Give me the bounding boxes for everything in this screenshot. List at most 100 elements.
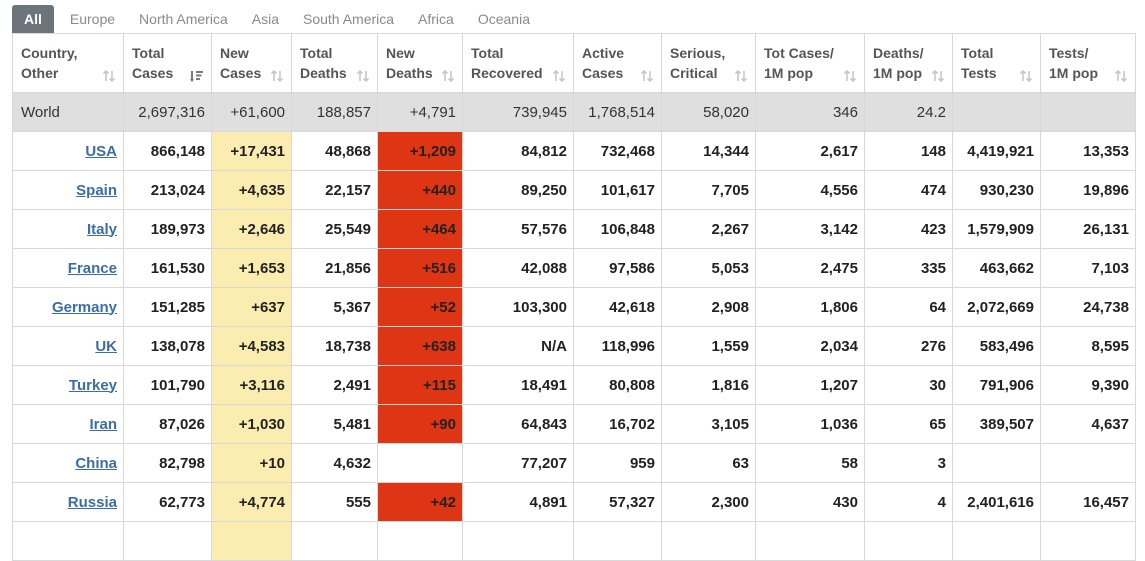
column-header-total-tests[interactable]: Total Tests xyxy=(952,33,1041,93)
column-header-serious-critical[interactable]: Serious, Critical xyxy=(661,33,756,93)
tests-per-million-cell: 24,738 xyxy=(1040,287,1136,327)
tab-north-america[interactable]: North America xyxy=(139,11,228,27)
country-link[interactable]: Turkey xyxy=(68,376,117,394)
sort-both-icon[interactable] xyxy=(102,68,116,83)
deaths-per-million-cell xyxy=(864,521,953,561)
new-cases-cell xyxy=(211,521,292,561)
total-cases-cell: 213,024 xyxy=(123,170,212,210)
country-link[interactable]: Germany xyxy=(51,298,117,316)
active-cases-cell: 16,702 xyxy=(573,404,662,444)
tests-per-million-cell: 16,457 xyxy=(1040,482,1136,522)
tab-south-america[interactable]: South America xyxy=(302,11,395,27)
new-deaths-cell: +90 xyxy=(377,404,463,444)
column-header-tests-1m-pop[interactable]: Tests/1M pop xyxy=(1040,33,1136,93)
cases-per-million-cell: 1,207 xyxy=(755,365,865,405)
column-header-total-recovered[interactable]: Total Recovered xyxy=(462,33,574,93)
column-header-new-cases[interactable]: New Cases xyxy=(211,33,292,93)
serious-critical-cell: 7,705 xyxy=(661,170,756,210)
new-cases-cell: +4,635 xyxy=(211,170,292,210)
tab-asia[interactable]: Asia xyxy=(251,11,279,27)
tab-africa[interactable]: Africa xyxy=(418,11,454,27)
header-line-1: Total xyxy=(961,45,994,61)
tab-europe[interactable]: Europe xyxy=(69,11,116,27)
sort-both-icon[interactable] xyxy=(843,68,857,83)
country-link[interactable]: Iran xyxy=(89,415,117,433)
sort-both-icon[interactable] xyxy=(552,68,566,83)
table-row: France 161,530 +1,653 21,856 +516 42,088 97,58… xyxy=(12,248,1136,288)
total-tests-cell: 463,662 xyxy=(952,248,1041,288)
country-cell: Italy xyxy=(12,209,124,249)
new-cases-cell: +10 xyxy=(211,443,292,483)
country-cell: UK xyxy=(12,326,124,366)
column-header-active-cases[interactable]: Active Cases xyxy=(573,33,662,93)
cases-per-million-cell: 2,617 xyxy=(755,131,865,171)
sort-both-icon[interactable] xyxy=(270,68,284,83)
column-header-country-other[interactable]: Country, Other xyxy=(12,33,124,93)
cases-per-million-cell: 430 xyxy=(755,482,865,522)
table-row xyxy=(12,521,1136,561)
total-tests-cell: 4,419,921 xyxy=(952,131,1041,171)
tab-all[interactable]: All xyxy=(12,5,54,33)
header-line-2: Critical xyxy=(670,65,718,81)
column-header-label: Total Tests xyxy=(961,43,1034,83)
column-header-tot-cases-1m-pop[interactable]: Tot Cases/1M pop xyxy=(755,33,865,93)
column-header-total-cases[interactable]: Total Cases xyxy=(123,33,212,93)
active-cases-cell: 97,586 xyxy=(573,248,662,288)
sort-both-icon[interactable] xyxy=(1019,68,1033,83)
column-header-new-deaths[interactable]: New Deaths xyxy=(377,33,463,93)
table-row: Iran 87,026 +1,030 5,481 +90 64,843 16,702 3,10… xyxy=(12,404,1136,444)
tab-oceania[interactable]: Oceania xyxy=(477,11,530,27)
total-deaths-cell: 5,367 xyxy=(291,287,378,327)
sort-both-icon[interactable] xyxy=(356,68,370,83)
country-link[interactable]: Spain xyxy=(76,181,117,199)
header-line-2: Deaths xyxy=(300,65,347,81)
total-tests-cell: 389,507 xyxy=(952,404,1041,444)
country-cell: Germany xyxy=(12,287,124,327)
total-recovered-cell: N/A xyxy=(462,326,574,366)
country-cell: Russia xyxy=(12,482,124,522)
column-header-label: Total Deaths xyxy=(300,43,371,83)
serious-critical-cell: 1,816 xyxy=(661,365,756,405)
sort-both-icon[interactable] xyxy=(1114,68,1128,83)
country-link[interactable]: Russia xyxy=(67,493,117,511)
serious-critical-cell: 14,344 xyxy=(661,131,756,171)
total-cases-cell: 2,697,316 xyxy=(123,92,212,132)
total-deaths-cell: 25,549 xyxy=(291,209,378,249)
table-header-row: Country, Other Total Cases New Cases Total Deat… xyxy=(12,33,1136,93)
header-line-1: New xyxy=(220,45,249,61)
table-row: Turkey 101,790 +3,116 2,491 +115 18,491 80,808… xyxy=(12,365,1136,405)
header-line-1: Active xyxy=(582,45,625,61)
country-link[interactable]: France xyxy=(67,259,117,277)
sort-both-icon[interactable] xyxy=(734,68,748,83)
active-cases-cell: 42,618 xyxy=(573,287,662,327)
active-cases-cell: 959 xyxy=(573,443,662,483)
sort-both-icon[interactable] xyxy=(931,68,945,83)
total-tests-cell xyxy=(952,521,1041,561)
country-link[interactable]: USA xyxy=(85,142,117,160)
active-cases-cell: 118,996 xyxy=(573,326,662,366)
column-header-deaths-1m-pop[interactable]: Deaths/1M pop xyxy=(864,33,953,93)
total-cases-cell: 62,773 xyxy=(123,482,212,522)
sort-descending-icon[interactable] xyxy=(190,68,204,82)
active-cases-cell: 1,768,514 xyxy=(573,92,662,132)
country-link[interactable]: UK xyxy=(95,337,117,355)
deaths-per-million-cell: 24.2 xyxy=(864,92,953,132)
column-header-label: Serious, Critical xyxy=(670,43,749,83)
country-link[interactable]: China xyxy=(75,454,117,472)
cases-per-million-cell: 346 xyxy=(755,92,865,132)
column-header-label: New Deaths xyxy=(386,43,456,83)
sort-both-icon[interactable] xyxy=(441,68,455,83)
table-row: UK 138,078 +4,583 18,738 +638 N/A 118,996 1,559… xyxy=(12,326,1136,366)
sort-both-icon[interactable] xyxy=(640,68,654,83)
country-link[interactable]: Italy xyxy=(86,220,117,238)
country-cell xyxy=(12,521,124,561)
tests-per-million-cell: 9,390 xyxy=(1040,365,1136,405)
tests-per-million-cell: 26,131 xyxy=(1040,209,1136,249)
serious-critical-cell xyxy=(661,521,756,561)
total-recovered-cell: 42,088 xyxy=(462,248,574,288)
serious-critical-cell: 63 xyxy=(661,443,756,483)
new-cases-cell: +17,431 xyxy=(211,131,292,171)
new-cases-cell: +61,600 xyxy=(211,92,292,132)
header-line-2: Cases xyxy=(220,65,262,81)
column-header-total-deaths[interactable]: Total Deaths xyxy=(291,33,378,93)
